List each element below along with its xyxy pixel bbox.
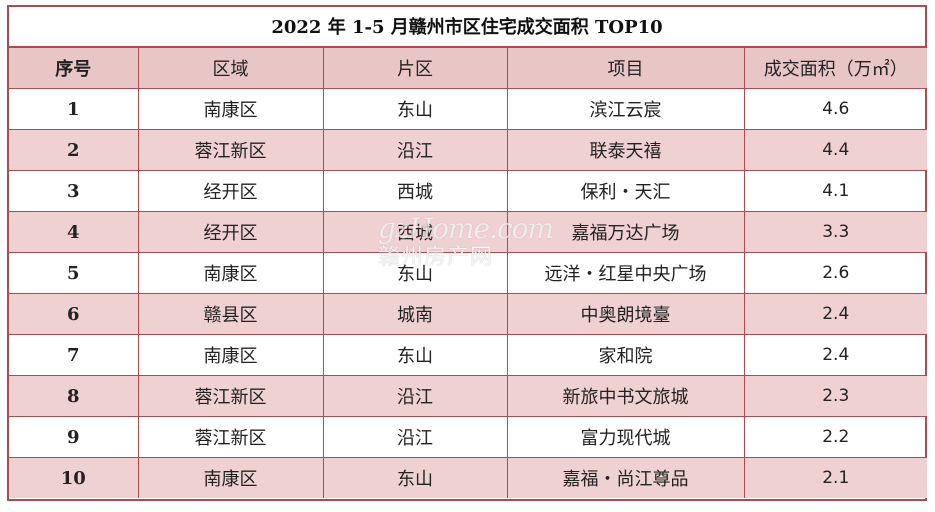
row-project: 中奥朗境臺 [506,293,745,335]
row-district: 南康区 [137,88,324,130]
row-index: 1 [9,88,139,130]
table-row: 5 南康区 东山 远洋・红星中央广场 2.6 [9,252,927,294]
row-zone: 沿江 [322,129,508,171]
row-district: 蓉江新区 [137,129,324,171]
row-index: 7 [9,334,139,376]
row-area: 2.1 [743,457,927,498]
row-district: 蓉江新区 [137,375,324,417]
row-district: 蓉江新区 [137,416,324,458]
table-row: 10 南康区 东山 嘉福・尚江尊品 2.1 [9,457,927,498]
row-district: 南康区 [137,334,324,376]
row-zone: 沿江 [322,375,508,417]
row-index: 2 [9,129,139,171]
row-zone: 西城 [322,211,508,253]
row-district: 南康区 [137,457,324,498]
row-zone: 东山 [322,457,508,498]
row-index: 10 [9,457,139,498]
header-zone: 片区 [322,48,508,89]
table-header-row: 序号 区域 片区 项目 成交面积（万㎡） [9,48,927,89]
row-area: 3.3 [743,211,927,253]
row-zone: 东山 [322,334,508,376]
header-area: 成交面积（万㎡） [743,48,927,89]
row-district: 经开区 [137,170,324,212]
ranking-table-frame: 2022 年 1-5 月赣州市区住宅成交面积 TOP10 序号 区域 片区 项目… [7,5,927,501]
row-area: 2.4 [743,293,927,335]
row-area: 4.4 [743,129,927,171]
table-row: 7 南康区 东山 家和院 2.4 [9,334,927,376]
row-zone: 城南 [322,293,508,335]
row-area: 2.2 [743,416,927,458]
row-index: 3 [9,170,139,212]
table-row: 2 蓉江新区 沿江 联泰天禧 4.4 [9,129,927,171]
row-area: 2.4 [743,334,927,376]
row-index: 8 [9,375,139,417]
table-row: 1 南康区 东山 滨江云宸 4.6 [9,88,927,130]
row-zone: 西城 [322,170,508,212]
row-district: 赣县区 [137,293,324,335]
row-zone: 沿江 [322,416,508,458]
row-zone: 东山 [322,88,508,130]
table-row: 6 赣县区 城南 中奥朗境臺 2.4 [9,293,927,335]
header-district: 区域 [137,48,324,89]
row-district: 南康区 [137,252,324,294]
row-project: 远洋・红星中央广场 [506,252,745,294]
row-project: 嘉福・尚江尊品 [506,457,745,498]
row-index: 6 [9,293,139,335]
row-index: 5 [9,252,139,294]
header-index: 序号 [9,48,139,89]
table-title: 2022 年 1-5 月赣州市区住宅成交面积 TOP10 [9,7,925,48]
table-row: 4 经开区 西城 嘉福万达广场 3.3 [9,211,927,253]
row-district: 经开区 [137,211,324,253]
row-area: 4.1 [743,170,927,212]
row-area: 2.6 [743,252,927,294]
row-project: 联泰天禧 [506,129,745,171]
row-area: 2.3 [743,375,927,417]
header-project: 项目 [506,48,745,89]
row-project: 富力现代城 [506,416,745,458]
table-row: 8 蓉江新区 沿江 新旅中书文旅城 2.3 [9,375,927,417]
row-project: 滨江云宸 [506,88,745,130]
row-project: 保利・天汇 [506,170,745,212]
table-row: 9 蓉江新区 沿江 富力现代城 2.2 [9,416,927,458]
row-zone: 东山 [322,252,508,294]
ranking-table: 序号 区域 片区 项目 成交面积（万㎡） 1 南康区 东山 滨江云宸 4.6 2… [9,48,927,498]
row-project: 新旅中书文旅城 [506,375,745,417]
row-project: 嘉福万达广场 [506,211,745,253]
row-area: 4.6 [743,88,927,130]
row-index: 9 [9,416,139,458]
row-index: 4 [9,211,139,253]
row-project: 家和院 [506,334,745,376]
table-row: 3 经开区 西城 保利・天汇 4.1 [9,170,927,212]
